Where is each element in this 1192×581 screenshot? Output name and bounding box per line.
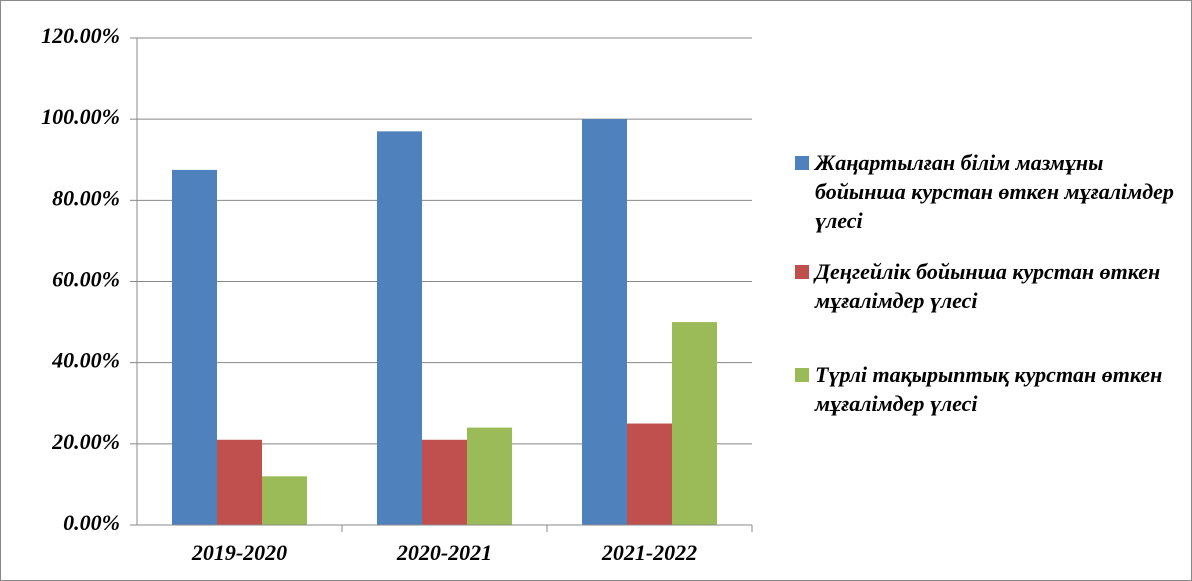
bar <box>172 169 217 526</box>
bar <box>217 439 262 525</box>
bar <box>467 427 512 525</box>
y-tick-label: 120.00% <box>41 23 120 48</box>
bar <box>377 131 422 525</box>
bar <box>627 423 672 525</box>
y-tick-label: 20.00% <box>51 429 120 454</box>
bar <box>422 439 467 525</box>
legend-label: Жаңартылған білім мазмұны бойынша курста… <box>815 150 1174 233</box>
legend-label: Деңгейлік бойынша курстан өткен мұғалімд… <box>815 259 1161 313</box>
y-tick-label: 80.00% <box>52 185 120 210</box>
x-tick-label: 2020-2021 <box>396 540 492 565</box>
bar <box>672 322 717 525</box>
bar <box>582 119 627 526</box>
legend-label: Түрлі тақырыптық курстан өткен мұғалімде… <box>815 362 1163 416</box>
y-tick-label: 0.00% <box>63 510 120 535</box>
bar <box>262 476 307 525</box>
legend-entry: Түрлі тақырыптық курстан өткен мұғалімде… <box>795 360 1180 418</box>
y-tick-label: 100.00% <box>41 104 120 129</box>
legend-swatch <box>795 368 809 382</box>
legend-swatch <box>795 265 809 279</box>
y-tick-label: 60.00% <box>52 267 120 292</box>
y-tick-label: 40.00% <box>51 348 120 373</box>
x-tick-label: 2021-2022 <box>601 540 697 565</box>
legend-entry: Деңгейлік бойынша курстан өткен мұғалімд… <box>795 257 1180 315</box>
x-tick-label: 2019-2020 <box>191 540 287 565</box>
legend-entry: Жаңартылған білім мазмұны бойынша курста… <box>795 148 1180 235</box>
legend-swatch <box>795 156 809 170</box>
